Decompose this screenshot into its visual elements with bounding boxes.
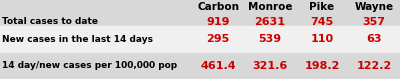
Text: New cases in the last 14 days: New cases in the last 14 days	[2, 35, 153, 44]
Text: Pike: Pike	[310, 2, 334, 12]
Text: 539: 539	[258, 35, 282, 44]
Text: 14 day/new cases per 100,000 pop: 14 day/new cases per 100,000 pop	[2, 61, 177, 70]
Text: Wayne: Wayne	[354, 2, 394, 12]
Text: Monroe: Monroe	[248, 2, 292, 12]
Text: 461.4: 461.4	[200, 61, 236, 71]
Bar	[0, 26, 400, 53]
Text: 919: 919	[206, 17, 230, 27]
Bar	[0, 0, 400, 26]
Text: 321.6: 321.6	[252, 61, 288, 71]
Text: 110: 110	[310, 35, 334, 44]
Text: 63: 63	[366, 35, 382, 44]
Bar	[0, 53, 400, 79]
Text: 122.2: 122.2	[356, 61, 392, 71]
Text: Total cases to date: Total cases to date	[2, 17, 98, 26]
Text: 198.2: 198.2	[304, 61, 340, 71]
Text: 295: 295	[206, 35, 230, 44]
Text: Carbon: Carbon	[197, 2, 239, 12]
Text: 745: 745	[310, 17, 334, 27]
Text: 357: 357	[362, 17, 386, 27]
Text: 2631: 2631	[254, 17, 286, 27]
